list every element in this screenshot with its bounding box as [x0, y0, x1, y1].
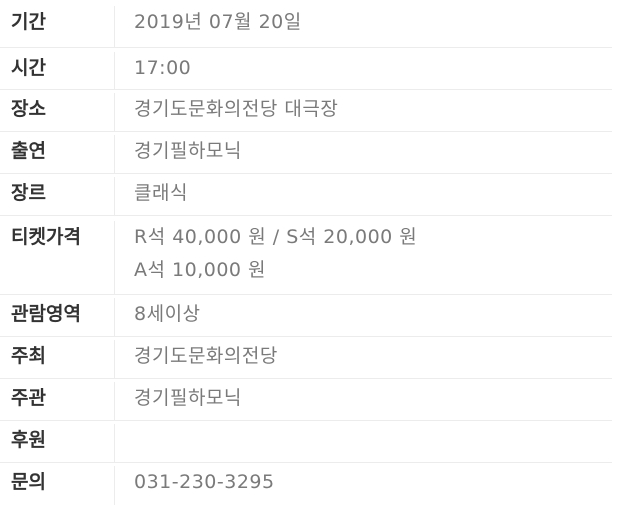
- info-row-ticket-price: 티켓가격 R석 40,000 원 / S석 20,000 원 A석 10,000…: [0, 216, 612, 295]
- row-label: 후원: [0, 424, 115, 462]
- row-label: 문의: [0, 466, 115, 505]
- info-row-venue: 장소 경기도문화의전당 대극장: [0, 90, 612, 132]
- row-value: 17:00: [115, 52, 612, 85]
- row-value: R석 40,000 원 / S석 20,000 원 A석 10,000 원: [115, 221, 612, 287]
- value-line: R석 40,000 원 / S석 20,000 원: [134, 226, 418, 248]
- info-row-host: 주최 경기도문화의전당: [0, 337, 612, 379]
- row-label: 주최: [0, 340, 115, 378]
- row-label: 장르: [0, 177, 115, 215]
- value-line: 경기필하모닉: [134, 387, 242, 409]
- info-row-organizer: 주관 경기필하모닉: [0, 379, 612, 421]
- row-label: 시간: [0, 52, 115, 89]
- event-info-table: 기간 2019년 07월 20일 시간 17:00 장소 경기도문화의전당 대극…: [0, 0, 612, 505]
- row-label: 티켓가격: [0, 221, 115, 294]
- value-line: 경기도문화의전당: [134, 345, 278, 367]
- info-row-performers: 출연 경기필하모닉: [0, 132, 612, 174]
- row-value: 클래식: [115, 177, 612, 210]
- row-label: 출연: [0, 135, 115, 173]
- row-value: 031-230-3295: [115, 466, 612, 499]
- row-value: 경기도문화의전당 대극장: [115, 93, 612, 126]
- info-row-time: 시간 17:00: [0, 48, 612, 90]
- info-row-age-rating: 관람영역 8세이상: [0, 295, 612, 337]
- value-line: 8세이상: [134, 303, 201, 325]
- row-label: 기간: [0, 6, 115, 47]
- row-label: 주관: [0, 382, 115, 420]
- value-line: 클래식: [134, 182, 188, 204]
- row-value: 2019년 07월 20일: [115, 6, 612, 39]
- row-value: 경기필하모닉: [115, 382, 612, 415]
- value-line: 경기필하모닉: [134, 140, 242, 162]
- info-row-sponsor: 후원: [0, 421, 612, 463]
- row-value: 경기도문화의전당: [115, 340, 612, 373]
- row-value: 8세이상: [115, 298, 612, 331]
- row-label: 관람영역: [0, 298, 115, 336]
- value-line: A석 10,000 원: [134, 259, 267, 281]
- row-value: 경기필하모닉: [115, 135, 612, 168]
- value-line: 17:00: [134, 57, 192, 79]
- info-row-genre: 장르 클래식: [0, 174, 612, 216]
- value-line: 경기도문화의전당 대극장: [134, 98, 339, 120]
- value-line: 031-230-3295: [134, 471, 275, 493]
- value-line: 2019년 07월 20일: [134, 11, 302, 33]
- info-row-period: 기간 2019년 07월 20일: [0, 0, 612, 48]
- info-row-inquiry: 문의 031-230-3295: [0, 463, 612, 505]
- row-label: 장소: [0, 93, 115, 131]
